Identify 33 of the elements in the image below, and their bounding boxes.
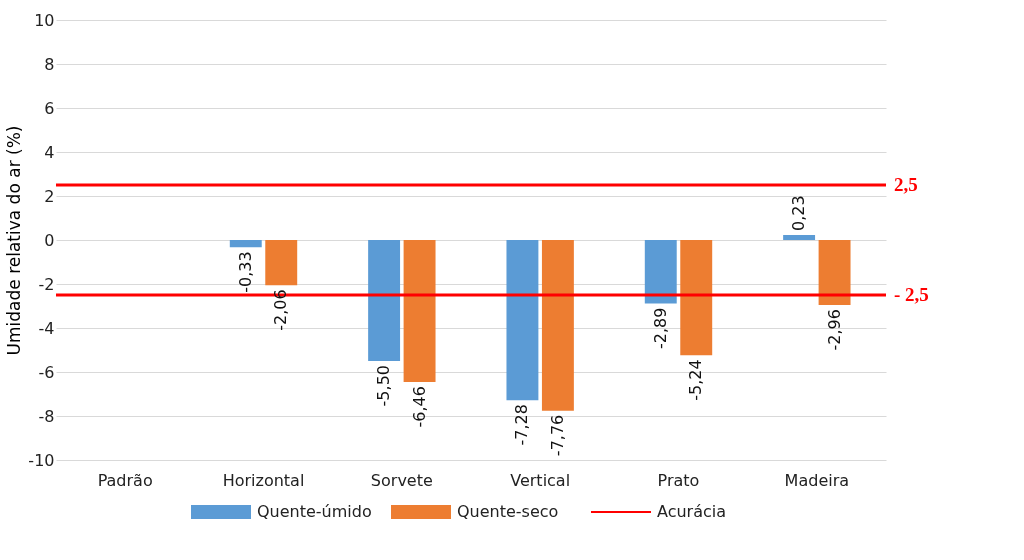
data-label: -5,50 (374, 365, 394, 407)
y-axis-title: Umidade relativa do ar (%) (4, 125, 25, 356)
data-label: -2,06 (271, 289, 291, 331)
x-tick-label: Sorvete (370, 470, 433, 490)
data-label: -0,33 (235, 251, 255, 293)
ref-line-label: - 2,5 (894, 284, 929, 305)
data-label: 0,23 (789, 195, 809, 231)
y-tick-label: 8 (44, 54, 55, 74)
y-tick-label: 6 (44, 98, 55, 118)
y-tick-label: 4 (44, 142, 55, 162)
data-label: -2,96 (824, 309, 844, 351)
ref-line-label: 2,5 (894, 174, 918, 195)
x-tick-label: Madeira (784, 470, 850, 490)
x-tick-label: Vertical (510, 470, 571, 490)
y-tick-label: -2 (38, 274, 55, 294)
y-tick-label: -10 (28, 450, 55, 470)
data-label: -2,89 (650, 307, 670, 349)
y-tick-label: 0 (44, 230, 55, 250)
y-tick-label: -6 (38, 362, 55, 382)
data-label: -5,24 (686, 359, 706, 401)
x-tick-label: Padrão (97, 470, 153, 490)
y-tick-label: 10 (34, 10, 55, 30)
legend-label: Quente-úmido (257, 502, 372, 521)
legend-label: Quente-seco (457, 502, 559, 521)
y-tick-label: -4 (38, 318, 55, 338)
data-label: -7,28 (512, 404, 532, 446)
y-tick-label: -8 (38, 406, 55, 426)
y-tick-label: 2 (44, 186, 55, 206)
x-tick-label: Prato (657, 470, 700, 490)
text: Acurácia (657, 502, 727, 521)
data-label: -7,76 (547, 414, 567, 457)
x-tick-label: Horizontal (222, 470, 305, 490)
data-label: -6,46 (409, 386, 429, 428)
